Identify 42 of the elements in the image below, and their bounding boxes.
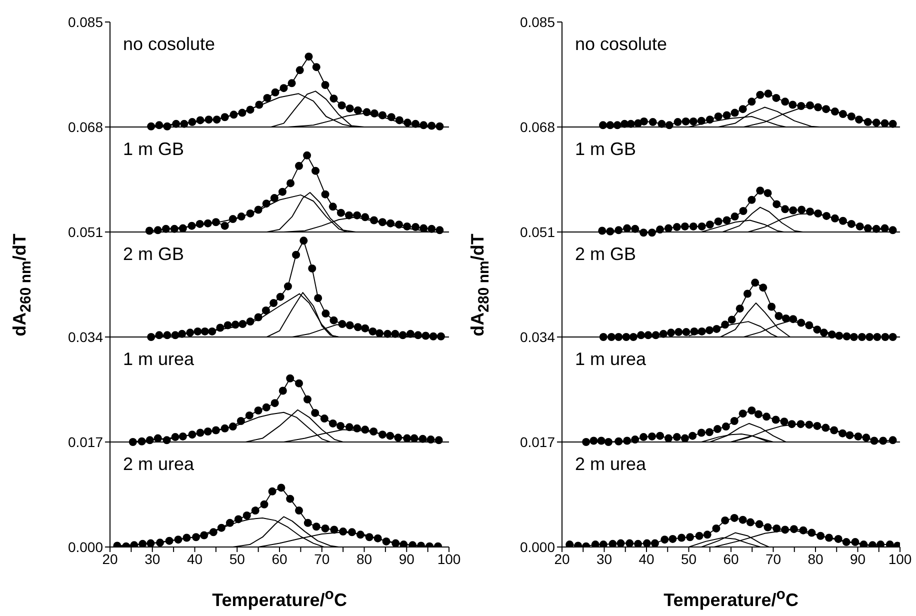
x-tick-label: 50 (229, 550, 246, 567)
annotation: 1 m GB (575, 139, 636, 159)
x-tick-label: 80 (808, 550, 824, 567)
x-tick-label: 100 (888, 550, 912, 567)
x-tick-label: 50 (680, 550, 697, 567)
x-tick-label: 40 (638, 550, 654, 567)
x-tick-label: 30 (144, 550, 160, 567)
y-tick-label: 0.017 (520, 434, 556, 450)
x-tick-label: 100 (437, 550, 461, 567)
x-tick-label: 90 (398, 550, 415, 567)
x-tick-label: 20 (102, 550, 118, 567)
y-tick-label: 0.085 (68, 14, 104, 30)
annotation: 1 m GB (123, 139, 184, 159)
x-tick-label: 40 (186, 550, 203, 567)
annotation: 2 m GB (575, 244, 636, 264)
y-tick-label: 0.068 (68, 118, 104, 135)
y-tick-label: 0.034 (68, 328, 104, 345)
x-tick-label: 20 (554, 550, 570, 567)
y-tick-label: 0.000 (68, 538, 104, 555)
y-tick-label: 0.000 (520, 538, 556, 555)
y-tick-label: 0.034 (520, 328, 556, 345)
x-axis-title: Temperature/$^{o}$C (664, 586, 798, 611)
x-tick-label: 60 (272, 550, 288, 567)
x-tick-label: 90 (850, 550, 866, 567)
y-tick-label: 0.068 (520, 118, 556, 135)
x-tick-label: 70 (314, 550, 330, 567)
x-tick-label: 30 (596, 550, 612, 567)
x-tick-label: 70 (765, 550, 782, 567)
y-tick-label: 0.017 (68, 434, 104, 450)
annotation: no cosolute (123, 34, 216, 54)
annotation: 2 m GB (123, 244, 184, 264)
x-axis-title: Temperature/$^{o}$C (212, 586, 347, 611)
annotation: 1 m urea (575, 349, 646, 369)
x-tick-label: 80 (356, 550, 372, 567)
annotation: 2 m urea (575, 454, 646, 474)
y-tick-label: 0.085 (520, 14, 556, 30)
y-tick-label: 0.051 (68, 224, 104, 240)
y-tick-label: 0.051 (520, 224, 556, 240)
x-tick-label: 60 (723, 550, 739, 567)
annotation: no cosolute (575, 34, 668, 54)
annotation: 2 m urea (123, 454, 194, 474)
annotation: 1 m urea (123, 349, 194, 369)
